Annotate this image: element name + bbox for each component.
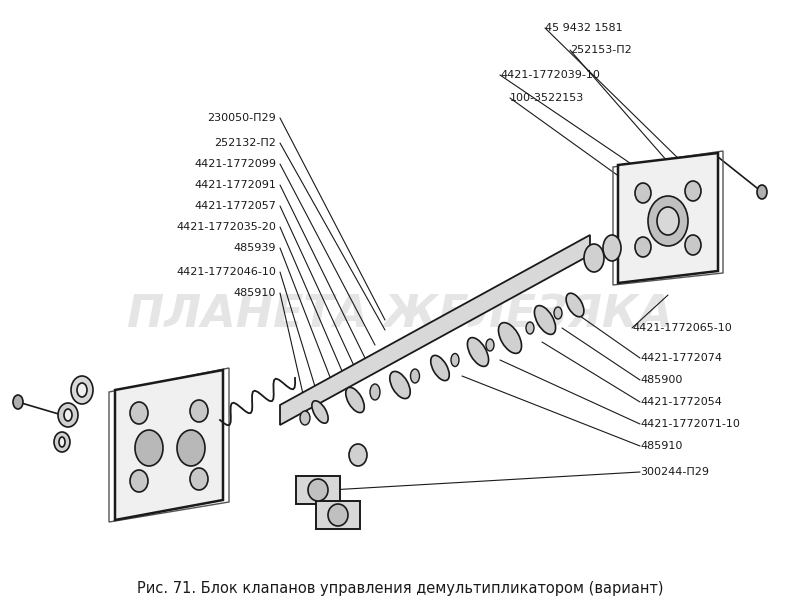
Text: 4421-1772054: 4421-1772054: [640, 397, 722, 407]
Text: 4421-1772099: 4421-1772099: [194, 159, 276, 169]
Ellipse shape: [554, 307, 562, 319]
Ellipse shape: [130, 402, 148, 424]
Text: 4421-1772091: 4421-1772091: [194, 180, 276, 190]
Text: 485939: 485939: [234, 243, 276, 253]
Text: 252153-П2: 252153-П2: [570, 45, 632, 55]
Text: 4421-1772035-20: 4421-1772035-20: [176, 222, 276, 232]
Text: Рис. 71. Блок клапанов управления демультипликатором (вариант): Рис. 71. Блок клапанов управления демуль…: [137, 581, 663, 595]
Ellipse shape: [390, 371, 410, 398]
Ellipse shape: [566, 293, 584, 317]
Ellipse shape: [526, 322, 534, 334]
Text: 4421-1772071-10: 4421-1772071-10: [640, 419, 740, 429]
Ellipse shape: [130, 470, 148, 492]
Ellipse shape: [177, 430, 205, 466]
Ellipse shape: [430, 356, 450, 381]
Ellipse shape: [757, 185, 767, 199]
Ellipse shape: [54, 432, 70, 452]
Ellipse shape: [685, 181, 701, 201]
Ellipse shape: [635, 183, 651, 203]
Text: 485900: 485900: [640, 375, 682, 385]
Text: 300244-П29: 300244-П29: [640, 467, 709, 477]
Text: 485910: 485910: [234, 288, 276, 298]
Ellipse shape: [308, 479, 328, 501]
Ellipse shape: [635, 237, 651, 257]
Polygon shape: [280, 235, 590, 425]
Ellipse shape: [498, 323, 522, 353]
Text: 4421-1772046-10: 4421-1772046-10: [176, 267, 276, 277]
Ellipse shape: [349, 444, 367, 466]
Ellipse shape: [534, 306, 555, 334]
Text: 252132-П2: 252132-П2: [214, 138, 276, 148]
Text: 485910: 485910: [640, 441, 682, 451]
Ellipse shape: [13, 395, 23, 409]
Text: 230050-П29: 230050-П29: [207, 113, 276, 123]
Ellipse shape: [71, 376, 93, 404]
Ellipse shape: [584, 244, 604, 272]
Ellipse shape: [312, 401, 328, 423]
Ellipse shape: [603, 235, 621, 261]
Text: 4421-1772057: 4421-1772057: [194, 201, 276, 211]
Ellipse shape: [451, 354, 459, 367]
Ellipse shape: [486, 339, 494, 351]
Ellipse shape: [685, 235, 701, 255]
Text: ПЛАНЕТА ЖЕЛЕЗЯКА: ПЛАНЕТА ЖЕЛЕЗЯКА: [127, 293, 673, 337]
Ellipse shape: [58, 403, 78, 427]
Polygon shape: [316, 501, 360, 529]
Text: 4421-1772065-10: 4421-1772065-10: [632, 323, 732, 333]
Ellipse shape: [77, 383, 87, 397]
Ellipse shape: [657, 207, 679, 235]
Ellipse shape: [410, 369, 419, 383]
Ellipse shape: [467, 337, 489, 367]
Text: 100-3522153: 100-3522153: [510, 93, 584, 103]
Ellipse shape: [648, 196, 688, 246]
Ellipse shape: [370, 384, 380, 400]
Polygon shape: [296, 476, 340, 504]
Ellipse shape: [346, 387, 364, 412]
Ellipse shape: [135, 430, 163, 466]
Ellipse shape: [300, 411, 310, 425]
Ellipse shape: [190, 400, 208, 422]
Ellipse shape: [59, 437, 65, 447]
Text: 4421-1772039-10: 4421-1772039-10: [500, 70, 600, 80]
Ellipse shape: [190, 468, 208, 490]
Ellipse shape: [64, 409, 72, 421]
Text: 45 9432 1581: 45 9432 1581: [545, 23, 622, 33]
Ellipse shape: [328, 504, 348, 526]
Polygon shape: [115, 370, 223, 520]
Text: 4421-1772074: 4421-1772074: [640, 353, 722, 363]
Polygon shape: [618, 153, 718, 283]
